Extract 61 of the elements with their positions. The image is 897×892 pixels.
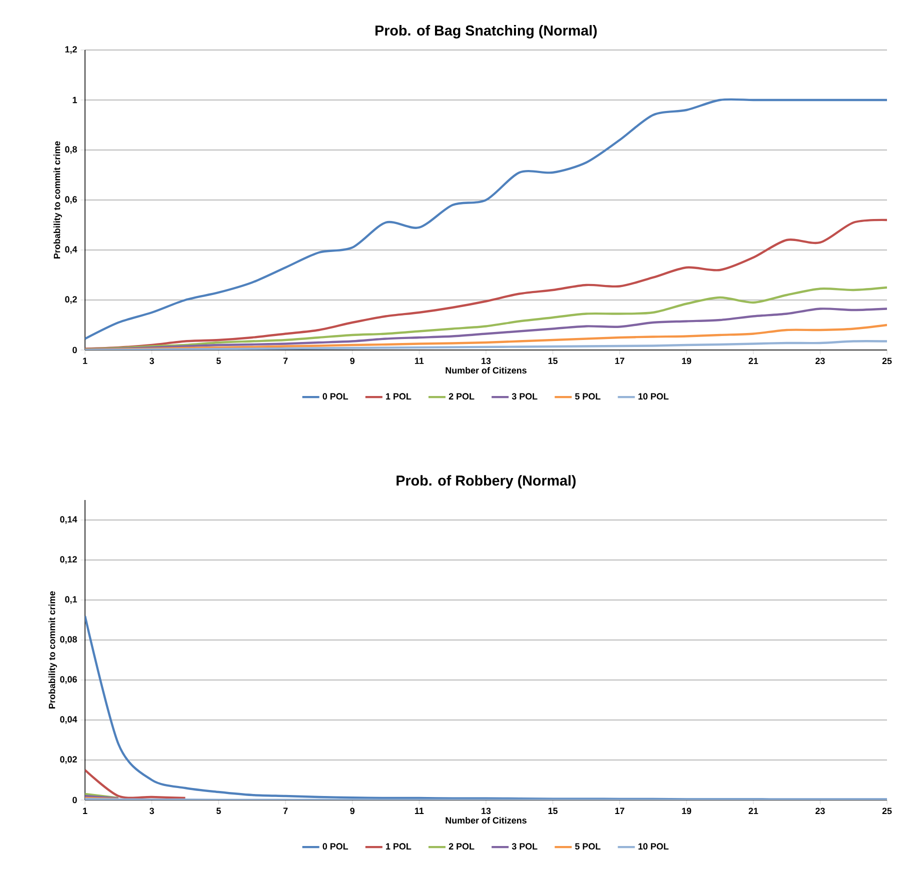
legend-label: 0 POL <box>322 843 348 850</box>
chart-title: Prob. of Bag Snatching (Normal) <box>376 25 597 38</box>
x-tick-label: 5 <box>216 358 221 364</box>
y-axis-title: Probability to commit crime <box>48 591 57 708</box>
x-tick-label: 3 <box>150 808 154 814</box>
x-tick-label: 19 <box>682 808 692 814</box>
x-tick-label: 17 <box>615 358 624 364</box>
y-tick-label: 1 <box>72 96 77 104</box>
x-tick-label: 1 <box>83 358 88 364</box>
legend-label: 5 POL <box>575 843 600 850</box>
x-tick-label: 11 <box>414 808 424 814</box>
legend-label: 2 POL <box>448 393 474 400</box>
x-tick-label: 25 <box>882 358 892 364</box>
line-series <box>85 98 888 340</box>
y-tick-label: 0,4 <box>65 246 78 254</box>
y-tick-label: 0,04 <box>60 716 78 724</box>
x-tick-label: 13 <box>482 808 491 814</box>
y-tick-label: 0 <box>72 346 77 354</box>
x-tick-label: 1 <box>83 808 88 814</box>
x-axis-title: Number of Citizens <box>446 366 526 374</box>
legend-label: 5 POL <box>575 393 600 400</box>
x-tick-label: 13 <box>482 358 491 364</box>
legend-label: 2 POL <box>448 843 474 850</box>
legend-label: 1 POL <box>386 843 412 850</box>
legend-label: 0 POL <box>322 393 348 400</box>
y-tick-label: 0,8 <box>65 146 77 154</box>
x-tick-label: 11 <box>414 358 424 364</box>
x-tick-label: 9 <box>350 808 354 814</box>
y-tick-label: 0,1 <box>65 596 77 604</box>
x-tick-label: 15 <box>548 808 558 814</box>
y-tick-label: 0,08 <box>60 636 77 644</box>
y-tick-label: 0,06 <box>60 676 77 684</box>
y-tick-label: 0,6 <box>65 196 77 204</box>
x-tick-label: 7 <box>283 358 288 364</box>
legend-label: 3 POL <box>512 843 538 850</box>
y-tick-label: 0,14 <box>60 516 78 524</box>
y-tick-label: 0,2 <box>65 296 77 304</box>
x-tick-label: 17 <box>615 808 624 814</box>
legend-label: 10 POL <box>638 843 669 850</box>
y-axis-title: Probability to commit crime <box>54 141 62 258</box>
x-tick-label: 21 <box>748 808 758 814</box>
line-series <box>85 768 186 800</box>
x-tick-label: 23 <box>816 358 825 364</box>
x-tick-label: 9 <box>350 358 354 364</box>
x-tick-label: 25 <box>882 808 892 814</box>
y-tick-label: 0 <box>72 796 77 804</box>
y-tick-label: 0,12 <box>60 556 77 564</box>
y-tick-label: 0,02 <box>60 756 77 764</box>
legend-label: 3 POL <box>512 393 538 400</box>
legend-label: 10 POL <box>638 393 669 400</box>
x-tick-label: 21 <box>748 358 758 364</box>
legend-label: 1 POL <box>386 393 412 400</box>
x-tick-label: 7 <box>283 808 288 814</box>
x-tick-label: 3 <box>150 358 154 364</box>
x-tick-label: 23 <box>816 808 825 814</box>
x-axis-title: Number of Citizens <box>446 816 526 824</box>
x-tick-label: 15 <box>548 358 558 364</box>
chart-title: Prob. of Robbery (Normal) <box>396 475 576 489</box>
y-tick-label: 1,2 <box>65 46 77 54</box>
x-tick-label: 19 <box>682 358 692 364</box>
x-tick-label: 5 <box>216 808 221 814</box>
